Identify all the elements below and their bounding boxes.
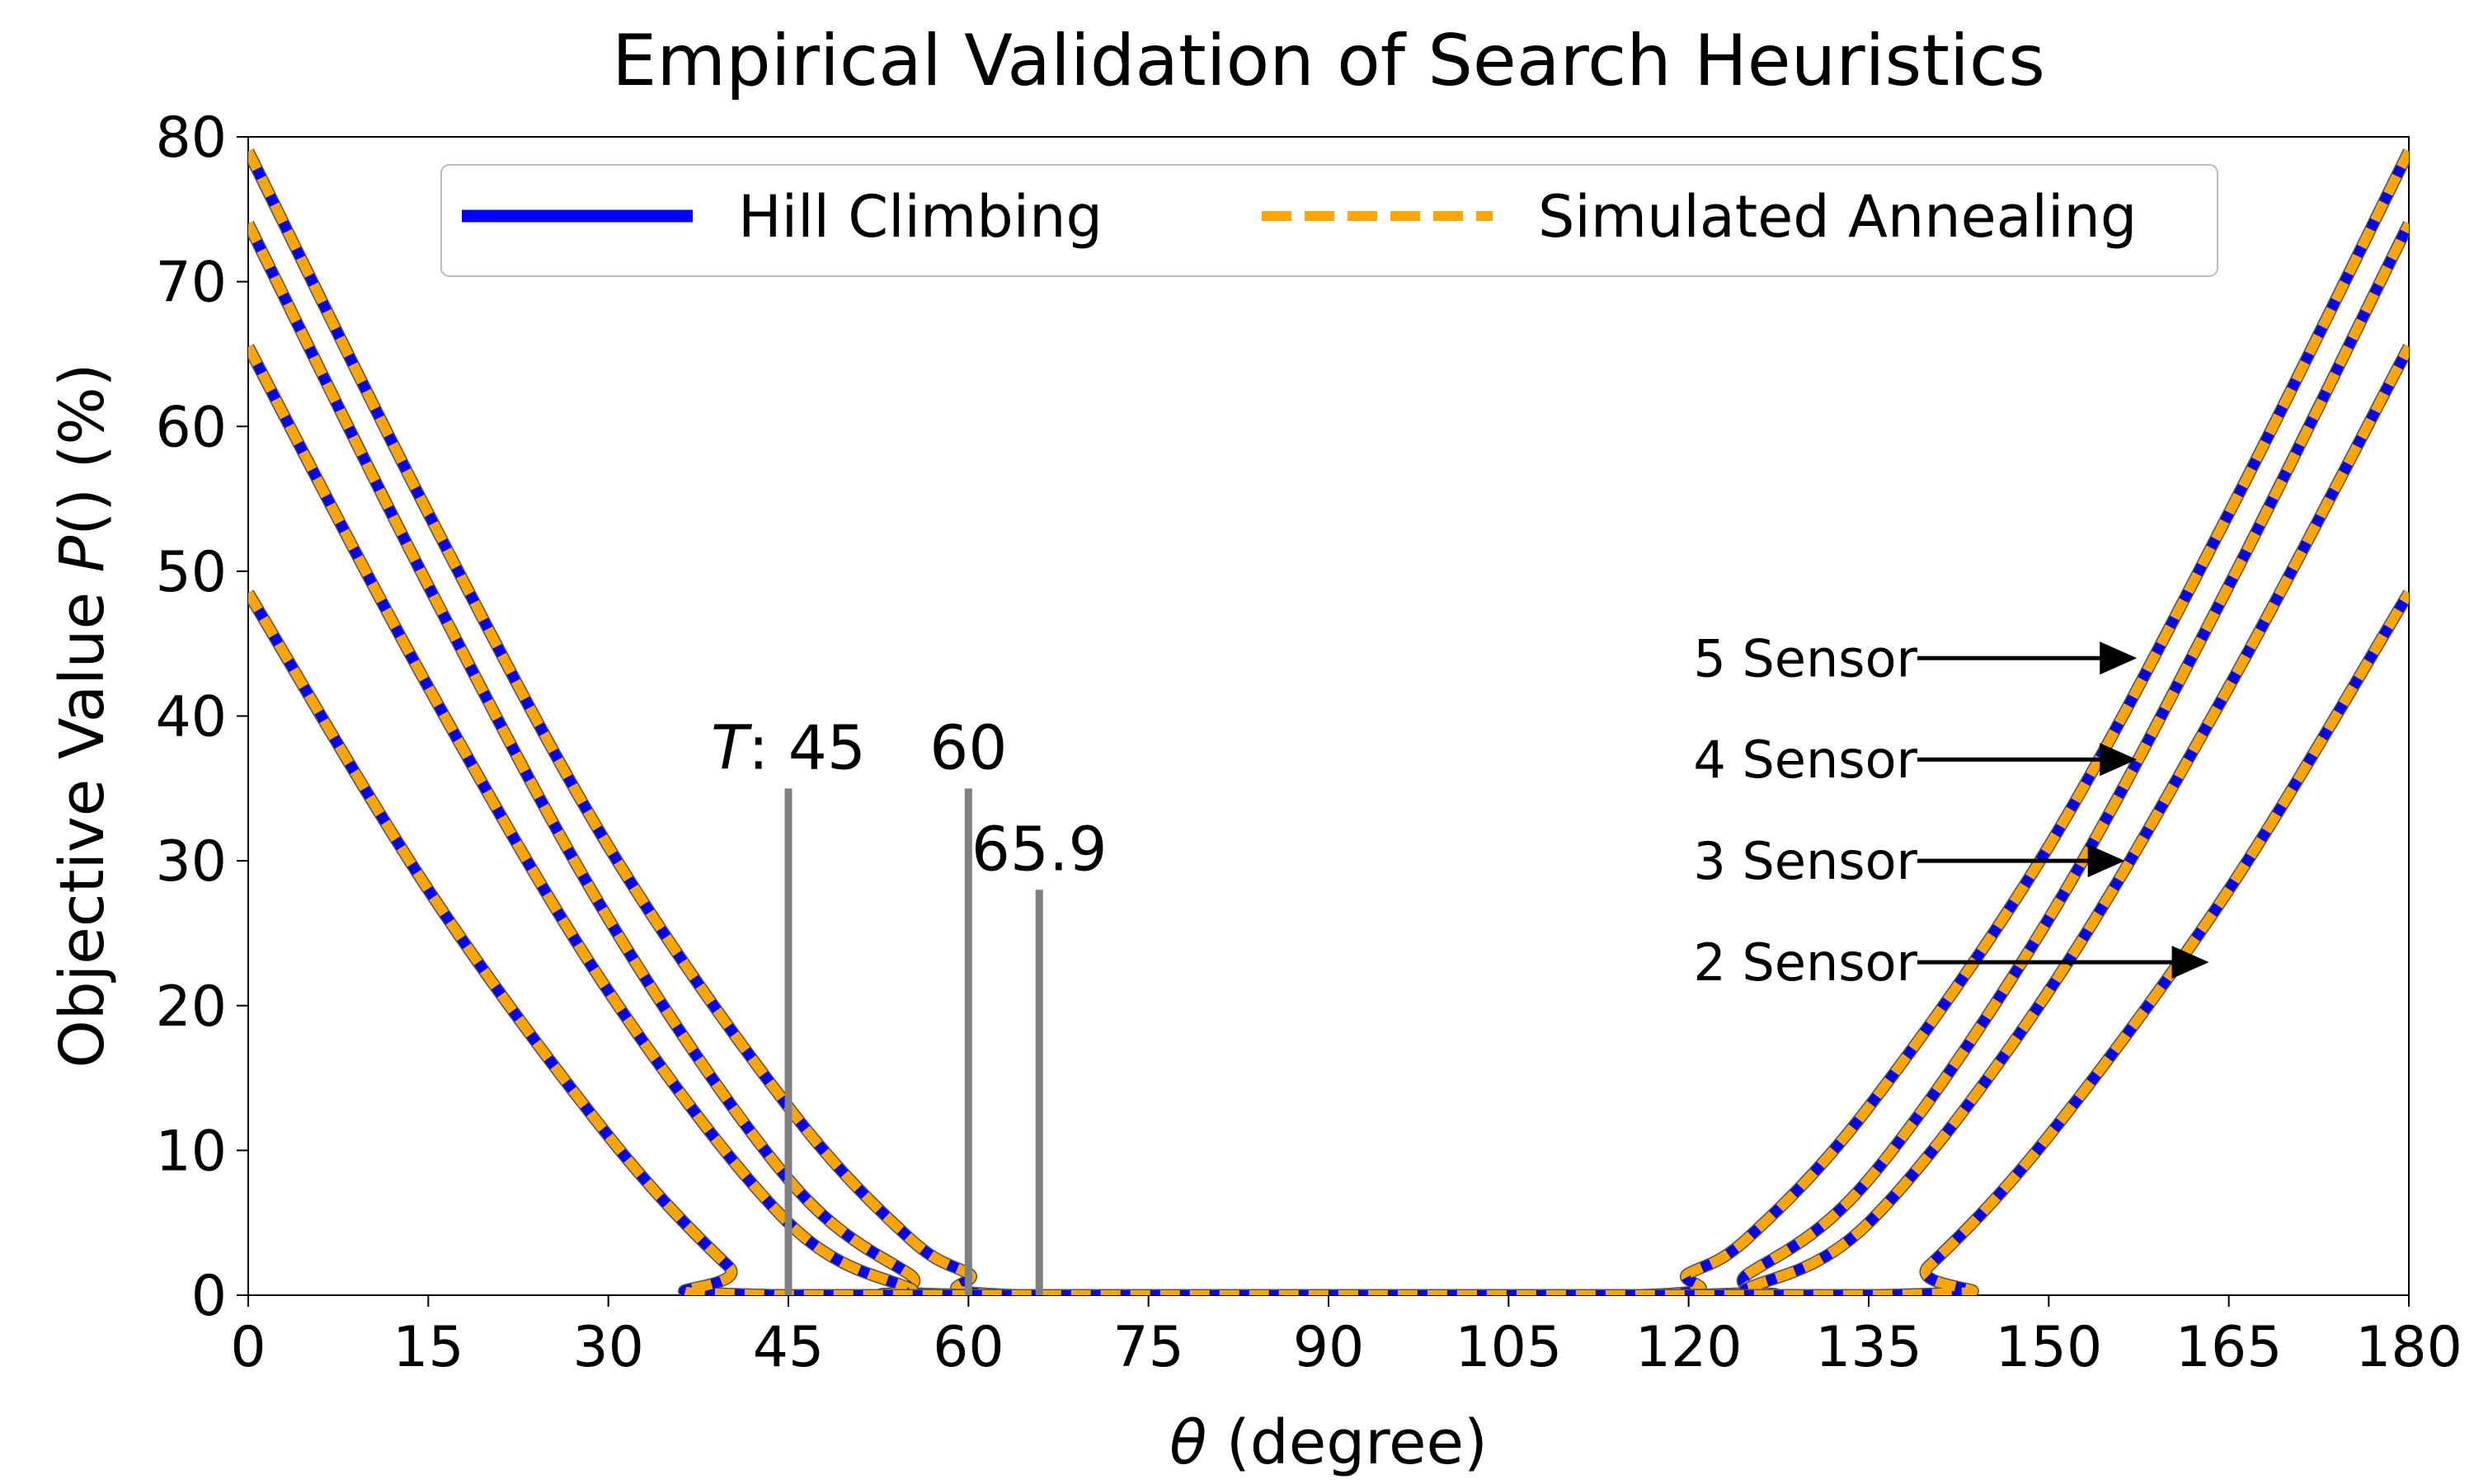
- threshold-label: T: 45: [711, 712, 866, 783]
- x-tick-label: 135: [1815, 1315, 1922, 1380]
- x-tick-label: 180: [2355, 1315, 2462, 1380]
- series-outline-3-sensor: [248, 344, 2409, 1295]
- sensor-label: 3 Sensor: [1693, 831, 1917, 891]
- y-tick-label: 20: [155, 974, 227, 1040]
- threshold-label: 60: [929, 712, 1007, 783]
- threshold-markers: T: 45 60 65.9: [711, 712, 1108, 1295]
- x-tick-label: 105: [1455, 1315, 1562, 1380]
- y-axis: 0 10 20 30 40 50 60 70 80: [155, 106, 248, 1329]
- y-axis-label: Objective Value P() (%): [47, 363, 118, 1068]
- x-tick-label: 75: [1112, 1315, 1184, 1380]
- y-tick-label: 30: [155, 829, 227, 895]
- series-hill-climbing-3-sensor: [248, 344, 2409, 1295]
- sensor-label: 2 Sensor: [1693, 932, 1917, 993]
- legend-label-simulated-annealing: Simulated Annealing: [1538, 183, 2137, 251]
- x-tick-label: 45: [753, 1315, 825, 1380]
- legend-label-hill-climbing: Hill Climbing: [738, 183, 1103, 251]
- x-tick-label: 165: [2175, 1315, 2283, 1380]
- threshold-label: 65.9: [971, 814, 1108, 885]
- y-tick-label: 70: [155, 251, 227, 316]
- y-tick-label: 80: [155, 106, 227, 171]
- series-simulated-annealing-5-sensor: [248, 148, 2409, 1295]
- y-tick-label: 50: [155, 540, 227, 605]
- sensor-label: 5 Sensor: [1693, 628, 1917, 688]
- x-tick-label: 120: [1635, 1315, 1743, 1380]
- chart-title: Empirical Validation of Search Heuristic…: [612, 20, 2045, 102]
- x-tick-label: 15: [393, 1315, 464, 1380]
- series-simulated-annealing-4-sensor: [248, 221, 2409, 1295]
- x-tick-label: 0: [230, 1315, 266, 1380]
- y-tick-label: 10: [155, 1119, 227, 1184]
- sensor-annotations: 5 Sensor 4 Sensor 3 Sensor 2 Sensor: [1693, 628, 2209, 993]
- series-outline-5-sensor: [248, 148, 2409, 1295]
- x-tick-label: 30: [572, 1315, 644, 1380]
- x-axis-label: θ (degree): [1169, 1407, 1488, 1478]
- x-tick-label: 90: [1293, 1315, 1365, 1380]
- y-tick-label: 60: [155, 395, 227, 460]
- series-simulated-annealing-2-sensor: [248, 590, 2409, 1295]
- series-layer: [248, 148, 2409, 1295]
- sensor-label: 4 Sensor: [1693, 730, 1917, 790]
- y-tick-label: 40: [155, 685, 227, 750]
- plot-area: [247, 136, 2410, 1296]
- legend: Hill Climbing Simulated Annealing: [440, 164, 2218, 277]
- x-axis: 0 15 30 45 60 75 90 105 120 135 150 165 180: [230, 1295, 2462, 1380]
- x-tick-label: 60: [933, 1315, 1004, 1380]
- series-hill-climbing-5-sensor: [248, 148, 2409, 1295]
- y-tick-label: 0: [191, 1264, 227, 1329]
- x-tick-label: 150: [1995, 1315, 2102, 1380]
- series-simulated-annealing-3-sensor: [248, 344, 2409, 1295]
